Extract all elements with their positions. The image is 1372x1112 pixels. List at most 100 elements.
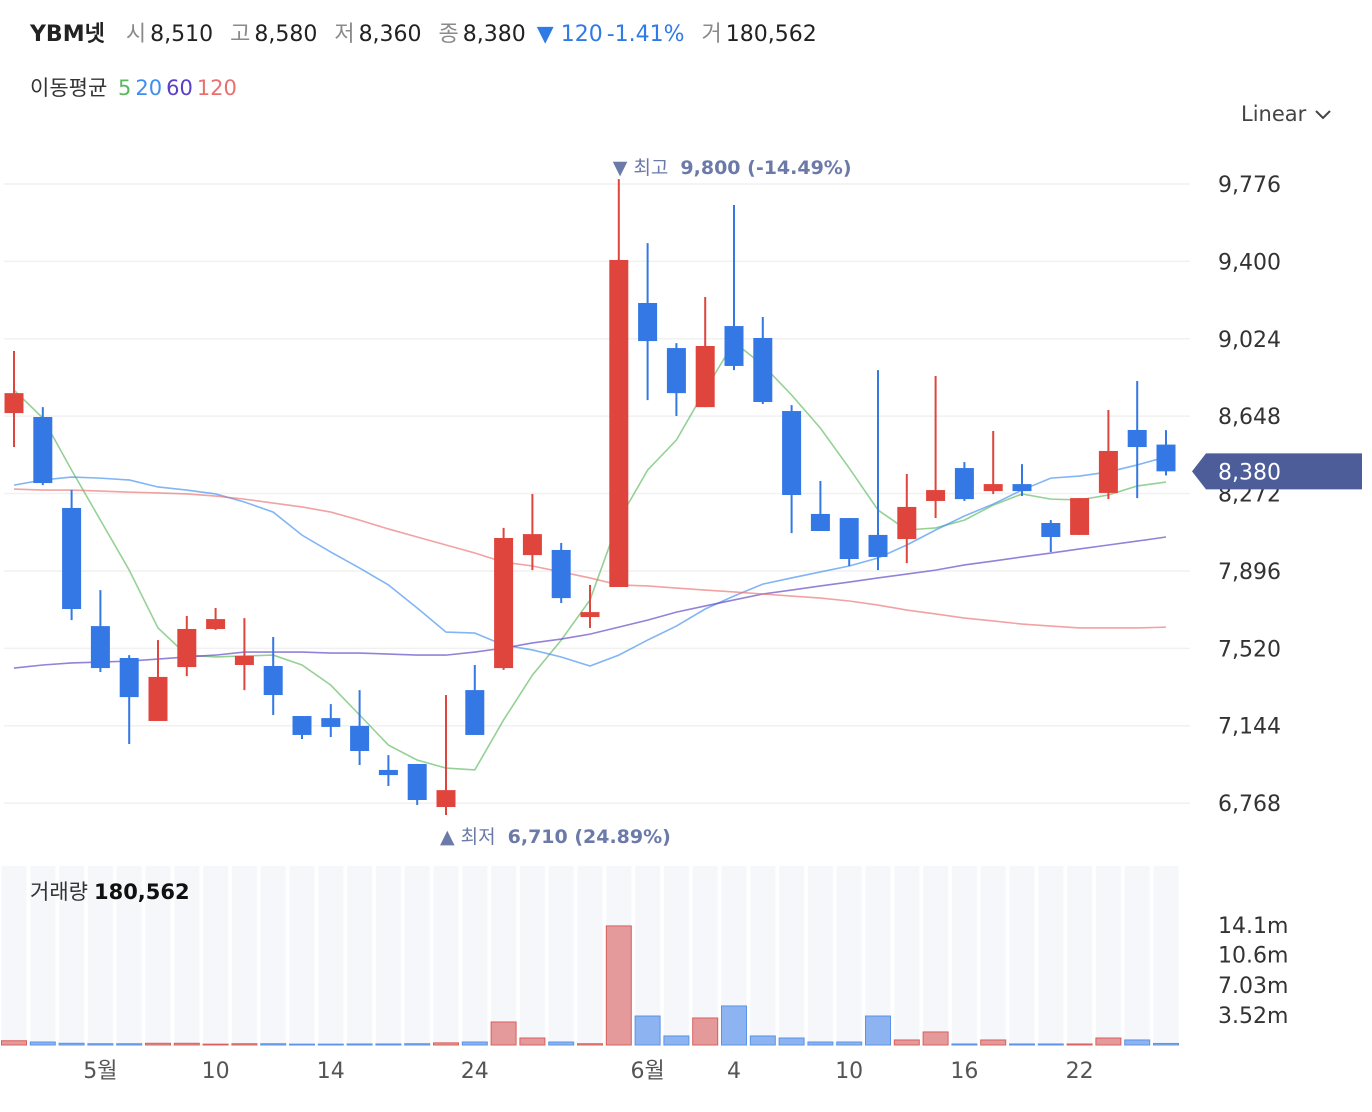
scale-label[interactable]: Linear: [1241, 102, 1307, 126]
candle-body: [1012, 484, 1032, 492]
low-value: 8,360: [358, 22, 422, 47]
candle-body: [926, 490, 946, 501]
y-tick-label: 9,776: [1218, 173, 1281, 198]
volume-bar: [1066, 1043, 1093, 1046]
candle-body: [753, 337, 773, 402]
change: ▼ 120: [536, 22, 603, 47]
volume-title-value: 180,562: [94, 880, 190, 904]
volume-bar: [29, 1041, 56, 1046]
chevron[interactable]: [1313, 108, 1333, 122]
candle-body: [1041, 522, 1061, 537]
volume-bar: [1095, 1037, 1122, 1046]
candle-body: [263, 666, 283, 696]
candle-body: [292, 716, 312, 735]
open-label: 시: [125, 22, 147, 47]
volume-bar: [980, 1039, 1007, 1046]
volume-bar: [317, 1043, 344, 1046]
x-tick-label: 16: [950, 1059, 978, 1084]
ma-legend: 이동평균 5 20 60 120: [30, 72, 241, 102]
x-tick-label: 24: [461, 1059, 489, 1084]
volume-bar: [1153, 1042, 1179, 1046]
volume-bar: [893, 1039, 920, 1046]
candle-body: [782, 411, 802, 495]
low-label: 저: [334, 22, 355, 47]
y-tick-label: 6,768: [1218, 792, 1281, 817]
candle-body: [522, 534, 542, 556]
volume-tick-label: 7.03m: [1218, 974, 1288, 999]
volume-bar: [922, 1031, 949, 1046]
legend-entry: 5: [117, 76, 132, 100]
volume-band: [951, 866, 977, 1045]
y-tick-label: 8,648: [1218, 405, 1281, 430]
candle-body: [4, 393, 24, 414]
volume-bar: [116, 1043, 143, 1046]
ma-line: [13, 536, 1167, 669]
candle-body: [321, 718, 341, 727]
candle-body: [90, 626, 110, 669]
volume-bar: [404, 1043, 431, 1046]
volume-band: [30, 866, 56, 1045]
y-tick-label: 9,400: [1218, 250, 1281, 275]
volume-bar: [231, 1043, 258, 1046]
candle-body: [1127, 429, 1147, 448]
candle-body: [436, 790, 456, 807]
close-value: 8,380: [462, 22, 526, 47]
volume-band: [519, 866, 545, 1045]
candle-body: [1156, 444, 1176, 472]
candle-body: [33, 417, 53, 484]
volume-bar: [778, 1037, 805, 1046]
volume-band: [347, 866, 373, 1045]
stock-name: YBM넷: [30, 22, 105, 47]
volume-bar: [865, 1015, 891, 1046]
volume-bar: [605, 925, 632, 1046]
volume-band: [923, 866, 949, 1045]
volume-bar: [634, 1015, 661, 1046]
volume-bar: [749, 1035, 776, 1046]
ma-line: [13, 456, 1167, 667]
volume-band: [174, 866, 200, 1045]
volume-band: [260, 866, 286, 1045]
volume-band: [750, 866, 776, 1045]
volume-bar: [87, 1043, 114, 1046]
volume-bar: [1124, 1039, 1151, 1046]
volume-bar: [1037, 1043, 1064, 1046]
volume-band: [1, 866, 27, 1045]
scale-dropdown[interactable]: Linear: [1241, 102, 1333, 126]
extreme-annotation: ▼ 최고 9,800 (-14.49%): [613, 157, 852, 179]
volume-band: [462, 866, 488, 1045]
candle-body: [551, 549, 571, 599]
volume-bar: [692, 1017, 719, 1046]
volume-bar: [173, 1042, 200, 1046]
candle-body: [724, 326, 744, 366]
volume-band: [663, 866, 689, 1045]
volume-band: [836, 866, 862, 1045]
volume-bar: [490, 1021, 517, 1046]
annotation-label: ▲ 최저: [440, 826, 496, 848]
volume-band: [289, 866, 315, 1045]
candle-body: [177, 628, 197, 668]
candle-body: [609, 259, 629, 587]
volume-band: [692, 866, 718, 1045]
volume-bar: [1009, 1043, 1035, 1046]
legend-entry: 20: [135, 76, 163, 100]
volume-title-label: 거래량: [30, 880, 88, 904]
candle-body: [666, 348, 686, 394]
candle-body: [62, 507, 82, 610]
candle-body: [119, 657, 139, 698]
volume-band: [1038, 866, 1064, 1045]
volume-bar: [289, 1043, 315, 1046]
volume-band: [433, 866, 459, 1045]
candle-body: [494, 538, 514, 669]
volume-band: [318, 866, 344, 1045]
candle-body: [868, 534, 888, 557]
annotation-value: 6,710 (24.89%): [508, 826, 671, 848]
change-pct: -1.41%: [606, 22, 685, 47]
quote-header: YBM넷 시 8,510 고 8,580 저 8,360 종 8,380 ▼ 120 -1…: [30, 16, 827, 48]
candle-body: [234, 655, 254, 665]
volume-band: [865, 866, 891, 1045]
volume-band: [203, 866, 229, 1045]
candle-body: [810, 513, 830, 532]
legend-entry: 60: [166, 76, 193, 100]
